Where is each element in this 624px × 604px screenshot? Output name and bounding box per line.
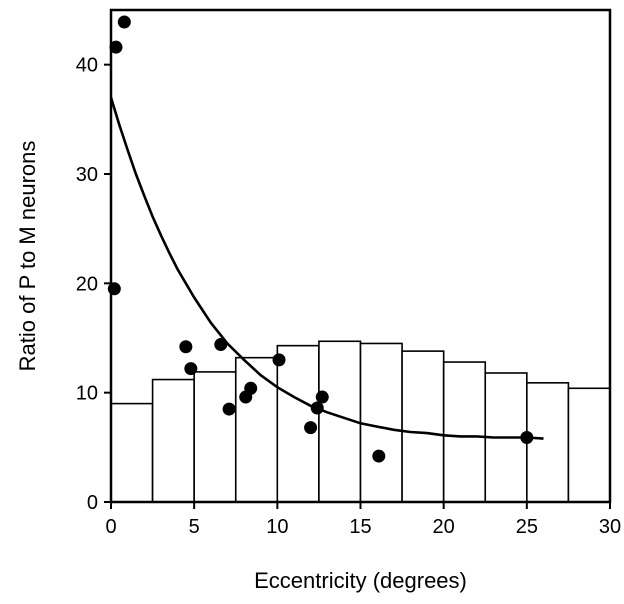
scatter-point xyxy=(109,40,123,54)
scatter-point xyxy=(214,338,228,352)
y-tick-label: 30 xyxy=(76,164,98,186)
scatter-point xyxy=(222,402,236,416)
y-axis-ticks: 0 10 20 30 40 xyxy=(76,55,111,514)
x-tick-label: 25 xyxy=(516,516,538,538)
y-tick-label: 0 xyxy=(87,492,98,514)
fit-curve-layer xyxy=(109,97,544,440)
histogram-bars xyxy=(110,340,611,503)
y-axis-title: Ratio of P to M neurons xyxy=(15,141,40,372)
histogram-bar xyxy=(526,382,570,503)
x-axis-title: Eccentricity (degrees) xyxy=(254,568,467,593)
scatter-point xyxy=(372,449,386,463)
histogram-bar xyxy=(442,361,487,503)
y-tick-label: 20 xyxy=(76,273,98,295)
y-tick-label: 40 xyxy=(76,55,98,77)
x-tick-label: 15 xyxy=(349,516,371,538)
scatter-point xyxy=(272,353,286,367)
x-tick-label: 0 xyxy=(105,516,116,538)
scatter-point xyxy=(179,340,193,354)
histogram-bar xyxy=(193,371,237,503)
histogram-bar xyxy=(110,402,154,503)
scatter-points xyxy=(107,15,534,463)
histogram-bar xyxy=(234,356,279,503)
scatter-point xyxy=(117,15,131,29)
y-tick-label: 10 xyxy=(76,383,98,405)
scatter-point xyxy=(315,390,329,404)
scatter-point xyxy=(520,430,534,444)
scatter-point xyxy=(184,362,198,376)
histogram-bar xyxy=(151,378,195,503)
histogram-bar xyxy=(401,350,445,503)
histogram-bar xyxy=(359,342,403,503)
x-tick-label: 10 xyxy=(266,516,288,538)
x-tick-label: 30 xyxy=(599,516,621,538)
fit-curve xyxy=(109,97,544,440)
scatter-point xyxy=(244,381,258,395)
x-axis-ticks: 0 5 10 15 20 25 30 xyxy=(105,502,621,538)
x-tick-label: 5 xyxy=(189,516,200,538)
scatter-point xyxy=(310,401,324,415)
x-tick-label: 20 xyxy=(433,516,455,538)
histogram-bar xyxy=(567,387,611,503)
scatter-point xyxy=(304,421,318,435)
